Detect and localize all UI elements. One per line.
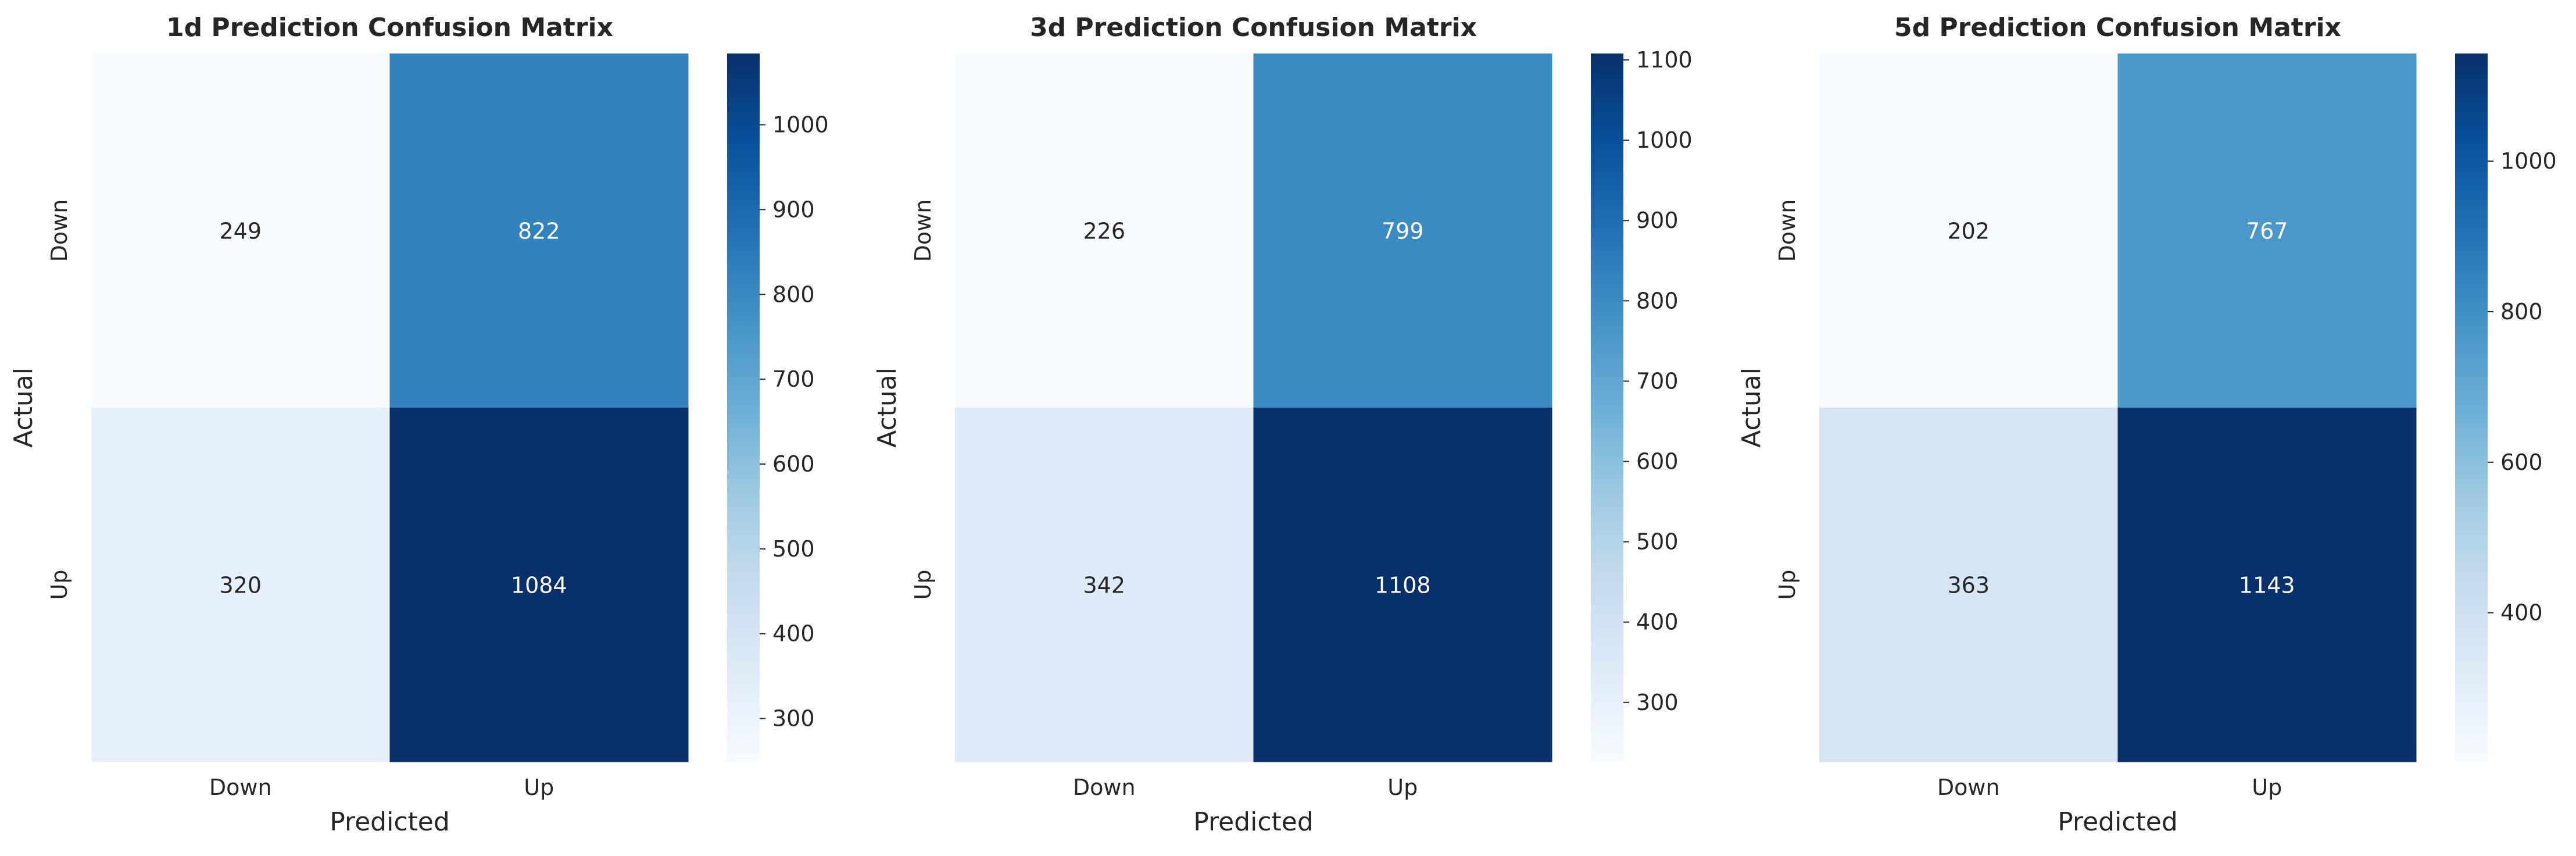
colorbar-tick-label: 500	[1636, 529, 1679, 555]
x-tick-label: Up	[1387, 775, 1418, 800]
cell-value-label: 1108	[1375, 573, 1431, 598]
chart-title: 1d Prediction Confusion Matrix	[166, 13, 613, 42]
colorbar-tick-label: 600	[1636, 449, 1679, 475]
colorbar-tick-label: 400	[1636, 609, 1679, 635]
heatmap-cell	[1819, 54, 2118, 408]
colorbar	[1591, 54, 1623, 762]
heatmap-cell	[955, 54, 1254, 408]
heatmap-cell	[91, 408, 390, 762]
heatmap-cell	[389, 408, 689, 762]
colorbar-tick-label: 400	[2500, 600, 2543, 626]
heatmap-cell	[2117, 408, 2417, 762]
colorbar-tick-label: 700	[772, 366, 815, 392]
y-tick-label: Down	[1774, 199, 1800, 262]
cell-value-label: 822	[518, 219, 560, 244]
colorbar-tick-label: 300	[1636, 690, 1679, 715]
x-axis-label: Predicted	[2058, 807, 2178, 837]
cell-value-label: 249	[219, 219, 262, 244]
x-tick-label: Down	[209, 775, 272, 800]
x-tick-label: Down	[1937, 775, 2000, 800]
x-tick-label: Up	[2252, 775, 2282, 800]
y-tick-label: Down	[46, 199, 72, 262]
colorbar	[2455, 54, 2488, 762]
x-axis-label: Predicted	[330, 807, 450, 837]
cell-value-label: 1143	[2239, 573, 2295, 598]
cell-value-label: 1084	[511, 573, 567, 598]
y-tick-label: Down	[910, 199, 936, 262]
colorbar-tick-label: 900	[1636, 208, 1679, 233]
heatmap-cell	[2117, 54, 2417, 408]
colorbar-tick-label: 1000	[2500, 148, 2557, 174]
chart-title: 5d Prediction Confusion Matrix	[1894, 13, 2341, 42]
colorbar-tick-label: 600	[2500, 450, 2543, 475]
x-axis-label: Predicted	[1193, 807, 1314, 837]
heatmap-cell	[955, 408, 1254, 762]
colorbar-tick-label: 800	[1636, 288, 1679, 313]
heatmap-cell	[1253, 408, 1552, 762]
colorbar-tick-label: 1000	[772, 112, 829, 138]
cell-value-label: 342	[1083, 573, 1125, 598]
cell-value-label: 799	[1382, 219, 1424, 244]
y-axis-label: Actual	[872, 368, 902, 448]
heatmap-panel-2: 3d Prediction Confusion Matrix 226 799 342 1…	[872, 13, 1693, 837]
heatmap-cell	[389, 54, 689, 408]
chart-title: 3d Prediction Confusion Matrix	[1030, 13, 1477, 42]
y-axis-label: Actual	[9, 368, 38, 448]
cell-value-label: 320	[219, 573, 262, 598]
y-axis-label: Actual	[1737, 368, 1766, 448]
colorbar-tick-label: 800	[2500, 299, 2543, 324]
colorbar-tick-label: 800	[772, 281, 815, 307]
y-tick-label: Up	[910, 570, 936, 600]
colorbar-tick-label: 1000	[1636, 127, 1693, 153]
heatmap-cell	[1253, 54, 1552, 408]
y-tick-label: Up	[46, 570, 72, 600]
heatmap-panel-1: 1d Prediction Confusion Matrix 249 822 320 1…	[9, 13, 829, 837]
colorbar-tick-label: 400	[772, 621, 815, 647]
colorbar-tick-label: 900	[772, 197, 815, 222]
cell-value-label: 202	[1947, 219, 1990, 244]
colorbar-tick-label: 1100	[1636, 47, 1693, 73]
cell-value-label: 767	[2246, 219, 2288, 244]
colorbar-tick-label: 300	[772, 706, 815, 732]
heatmap-cell	[91, 54, 390, 408]
x-tick-label: Up	[524, 775, 554, 800]
heatmap-panel-3: 5d Prediction Confusion Matrix 202 767 363 1…	[1737, 13, 2557, 837]
colorbar	[727, 54, 760, 762]
colorbar-tick-label: 600	[772, 451, 815, 477]
colorbar-tick-label: 700	[1636, 368, 1679, 394]
cell-value-label: 363	[1947, 573, 1990, 598]
y-tick-label: Up	[1774, 570, 1800, 600]
colorbar-tick-label: 500	[772, 536, 815, 562]
x-tick-label: Down	[1073, 775, 1136, 800]
heatmap-cell	[1819, 408, 2118, 762]
cell-value-label: 226	[1083, 219, 1125, 244]
